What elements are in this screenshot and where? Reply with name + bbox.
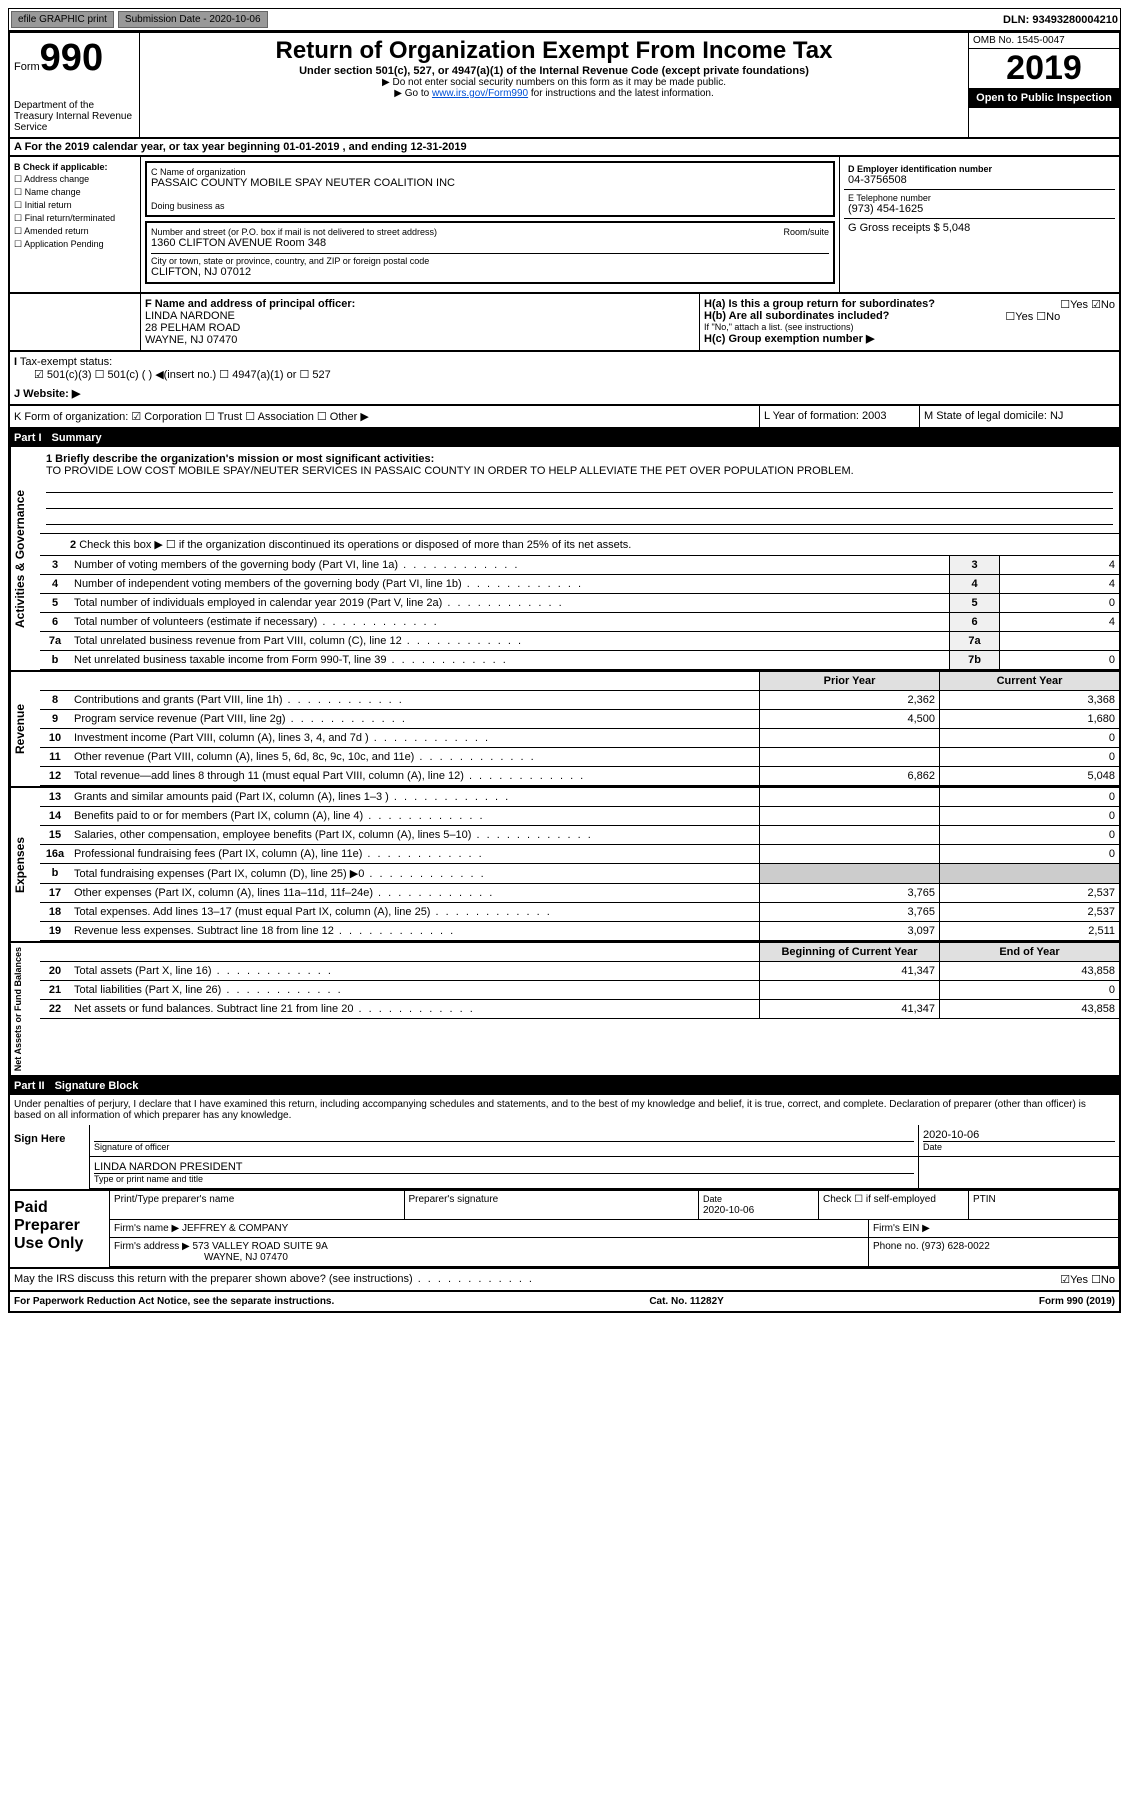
fin-line: 10Investment income (Part VIII, column (…: [40, 729, 1119, 748]
omb-number: OMB No. 1545-0047: [969, 33, 1119, 49]
gov-line: 7aTotal unrelated business revenue from …: [40, 632, 1119, 651]
org-address: 1360 CLIFTON AVENUE Room 348: [151, 237, 829, 249]
part2-header: Part IISignature Block: [8, 1077, 1121, 1095]
fin-line: 22Net assets or fund balances. Subtract …: [40, 1000, 1119, 1019]
gov-line: 4Number of independent voting members of…: [40, 575, 1119, 594]
open-inspection: Open to Public Inspection: [969, 88, 1119, 108]
form-org-type: K Form of organization: ☑ Corporation ☐ …: [10, 406, 759, 427]
row-ij: I Tax-exempt status: ☑ 501(c)(3) ☐ 501(c…: [8, 352, 1121, 406]
mission-text: TO PROVIDE LOW COST MOBILE SPAY/NEUTER S…: [46, 465, 1113, 477]
revenue-section: Revenue Prior Year Current Year 8Contrib…: [8, 672, 1121, 788]
paid-preparer: Paid Preparer Use Only Print/Type prepar…: [8, 1191, 1121, 1269]
gross-receipts: G Gross receipts $ 5,048: [844, 219, 1115, 237]
fin-line: 13Grants and similar amounts paid (Part …: [40, 788, 1119, 807]
dept-label: Department of the Treasury Internal Reve…: [14, 100, 135, 133]
netassets-section: Net Assets or Fund Balances Beginning of…: [8, 943, 1121, 1077]
discuss-row: May the IRS discuss this return with the…: [8, 1269, 1121, 1292]
ein: 04-3756508: [848, 174, 1111, 186]
form-subtitle: Under section 501(c), 527, or 4947(a)(1)…: [144, 65, 964, 77]
org-name: PASSAIC COUNTY MOBILE SPAY NEUTER COALIT…: [151, 177, 829, 189]
fin-line: bTotal fundraising expenses (Part IX, co…: [40, 864, 1119, 884]
firm-phone: Phone no. (973) 628-0022: [869, 1238, 1119, 1266]
org-name-box: C Name of organization PASSAIC COUNTY MO…: [145, 161, 835, 217]
fin-line: 8Contributions and grants (Part VIII, li…: [40, 691, 1119, 710]
fin-line: 17Other expenses (Part IX, column (A), l…: [40, 884, 1119, 903]
addr-box: Number and street (or P.O. box if mail i…: [145, 221, 835, 284]
fin-line: 12Total revenue—add lines 8 through 11 (…: [40, 767, 1119, 786]
check-b: B Check if applicable: ☐ Address change …: [10, 157, 140, 292]
state-domicile: M State of legal domicile: NJ: [919, 406, 1119, 427]
telephone: (973) 454-1625: [848, 203, 1111, 215]
form-title: Return of Organization Exempt From Incom…: [144, 37, 964, 65]
efile-button[interactable]: efile GRAPHIC print: [11, 11, 114, 28]
gov-line: 3Number of voting members of the governi…: [40, 556, 1119, 575]
governance-section: Activities & Governance 1 Briefly descri…: [8, 447, 1121, 672]
row-k: K Form of organization: ☑ Corporation ☐ …: [8, 406, 1121, 429]
declaration: Under penalties of perjury, I declare th…: [10, 1095, 1119, 1125]
expenses-section: Expenses 13Grants and similar amounts pa…: [8, 788, 1121, 943]
instr-1: ▶ Do not enter social security numbers o…: [144, 77, 964, 88]
fin-line: 18Total expenses. Add lines 13–17 (must …: [40, 903, 1119, 922]
fin-line: 19Revenue less expenses. Subtract line 1…: [40, 922, 1119, 941]
fin-line: 15Salaries, other compensation, employee…: [40, 826, 1119, 845]
form-number: Form990: [14, 37, 135, 80]
dln: DLN: 93493280004210: [1003, 14, 1118, 26]
part1-header: Part ISummary: [8, 429, 1121, 447]
gov-line: bNet unrelated business taxable income f…: [40, 651, 1119, 670]
instr-2: ▶ Go to www.irs.gov/Form990 for instruct…: [144, 88, 964, 99]
year-formation: L Year of formation: 2003: [759, 406, 919, 427]
form-header: Form990 Department of the Treasury Inter…: [8, 31, 1121, 139]
irs-link[interactable]: www.irs.gov/Form990: [432, 88, 528, 99]
page-footer: For Paperwork Reduction Act Notice, see …: [8, 1292, 1121, 1313]
officer-typed: LINDA NARDON PRESIDENT: [94, 1161, 914, 1173]
fin-line: 16aProfessional fundraising fees (Part I…: [40, 845, 1119, 864]
fin-line: 11Other revenue (Part VIII, column (A), …: [40, 748, 1119, 767]
org-city: CLIFTON, NJ 07012: [151, 266, 829, 278]
fin-line: 14Benefits paid to or for members (Part …: [40, 807, 1119, 826]
submission-date: Submission Date - 2020-10-06: [118, 11, 268, 28]
meta-section: B Check if applicable: ☐ Address change …: [8, 157, 1121, 294]
right-meta: D Employer identification number 04-3756…: [839, 157, 1119, 292]
section-a: A For the 2019 calendar year, or tax yea…: [8, 139, 1121, 157]
officer-name: LINDA NARDONE: [145, 310, 695, 322]
fin-line: 9Program service revenue (Part VIII, lin…: [40, 710, 1119, 729]
tax-year: 2019: [969, 49, 1119, 88]
gov-line: 5Total number of individuals employed in…: [40, 594, 1119, 613]
fin-line: 21Total liabilities (Part X, line 26) 0: [40, 981, 1119, 1000]
signature-block: Under penalties of perjury, I declare th…: [8, 1095, 1121, 1191]
mission-block: 1 Briefly describe the organization's mi…: [40, 447, 1119, 534]
fin-line: 20Total assets (Part X, line 16) 41,3474…: [40, 962, 1119, 981]
firm-name: JEFFREY & COMPANY: [182, 1223, 288, 1234]
row-fg: F Name and address of principal officer:…: [8, 294, 1121, 352]
topbar: efile GRAPHIC print Submission Date - 20…: [8, 8, 1121, 31]
tax-status: ☑ 501(c)(3) ☐ 501(c) ( ) ◀(insert no.) ☐…: [34, 368, 566, 381]
sign-here-label: Sign Here: [10, 1125, 90, 1189]
gov-line: 6Total number of volunteers (estimate if…: [40, 613, 1119, 632]
